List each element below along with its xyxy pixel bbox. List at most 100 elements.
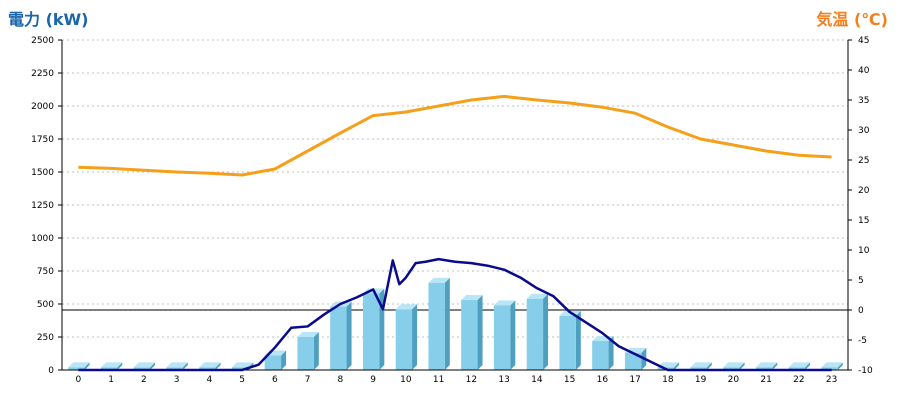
bar [68, 362, 90, 370]
bar-side [215, 362, 221, 370]
x-tick-label: 2 [141, 375, 147, 385]
x-tick-label: 12 [466, 375, 477, 385]
bar-side [477, 295, 483, 370]
bar [624, 347, 647, 370]
bar-front [100, 367, 118, 370]
x-tick-label: 20 [728, 375, 740, 385]
bar [166, 362, 188, 370]
bar-front [461, 300, 478, 370]
bar-front [690, 367, 707, 370]
x-tick-label: 8 [338, 375, 344, 385]
bar-side [117, 362, 123, 370]
temperature-line [78, 94, 832, 177]
left-tick-label: 1250 [31, 201, 54, 211]
x-tick-label: 19 [695, 375, 707, 385]
left-tick-label: 1750 [31, 135, 54, 145]
bar-top [821, 362, 843, 368]
bar [821, 362, 843, 370]
bar [690, 362, 712, 370]
bar-front [428, 282, 445, 370]
bar [297, 332, 319, 370]
x-tick-label: 11 [433, 375, 444, 385]
bar [559, 310, 581, 370]
bar-top [690, 362, 712, 368]
bar-front [592, 340, 609, 370]
bar-side [84, 362, 90, 370]
bar-front [493, 305, 511, 370]
bar-top [133, 362, 156, 368]
x-tick-label: 16 [597, 375, 609, 385]
right-axis-title: 気温 (℃) [816, 10, 888, 29]
bar-front [821, 367, 838, 370]
bar [493, 300, 516, 370]
right-tick-label: 45 [858, 36, 869, 46]
bar [133, 362, 156, 370]
bar-side [313, 332, 319, 370]
left-tick-label: 0 [48, 366, 54, 376]
x-tick-label: 9 [370, 375, 376, 385]
bar-side [706, 362, 712, 370]
bar-top [461, 295, 483, 301]
grid-lines [62, 39, 848, 338]
left-tick-label: 2000 [31, 102, 54, 112]
x-tick-label: 3 [174, 375, 180, 385]
bar-side [346, 301, 352, 370]
bar-front [362, 293, 380, 370]
left-tick-label: 250 [37, 333, 54, 343]
right-tick-label: 20 [858, 186, 870, 196]
bar-side [575, 310, 581, 370]
bar-top [526, 293, 549, 299]
bar-side [772, 362, 778, 370]
x-tick-label: 7 [305, 375, 311, 385]
bar-top [428, 277, 450, 283]
bar-top [297, 332, 319, 337]
power-line [78, 257, 832, 372]
right-tick-label: -10 [858, 366, 873, 376]
x-tick-label: 6 [272, 375, 278, 385]
bar-top [166, 362, 188, 368]
bar-front [297, 337, 314, 370]
x-tick-label: 17 [629, 375, 640, 385]
bar [362, 288, 385, 370]
left-tick-label: 500 [37, 300, 54, 310]
bar-side [837, 362, 843, 370]
bar-side [674, 362, 680, 370]
bar-front [264, 355, 282, 370]
left-tick-label: 750 [37, 267, 54, 277]
x-tick-label: 5 [239, 375, 245, 385]
bar-front [166, 367, 183, 370]
bar-side [444, 277, 450, 370]
x-tick-label: 13 [498, 375, 509, 385]
bar-top [395, 304, 418, 310]
bar [723, 362, 745, 370]
bar-front [330, 306, 347, 370]
bar-top [100, 362, 123, 368]
bar-side [608, 335, 614, 370]
left-axis-title: 電力 (kW) [8, 10, 89, 29]
bar-top [199, 362, 221, 368]
bar [330, 301, 352, 370]
x-tick-label: 0 [76, 375, 82, 385]
bar-top [788, 362, 811, 368]
x-tick-label: 1 [108, 375, 114, 385]
bar-side [510, 300, 516, 370]
bar-top [755, 362, 778, 368]
right-tick-label: 10 [858, 246, 870, 256]
bar [100, 362, 123, 370]
bar-front [755, 367, 773, 370]
bar-top [723, 362, 745, 368]
bar-front [199, 367, 216, 370]
x-tick-label: 15 [564, 375, 575, 385]
bar [526, 293, 549, 370]
left-tick-label: 1500 [31, 168, 54, 178]
x-tick-label: 14 [531, 375, 543, 385]
right-tick-label: -5 [858, 336, 867, 346]
x-tick-label: 21 [760, 375, 771, 385]
bar-front [788, 367, 806, 370]
bar-side [739, 362, 745, 370]
x-tick-label: 4 [207, 375, 213, 385]
bar [755, 362, 778, 370]
bar-front [624, 352, 642, 370]
bar [788, 362, 811, 370]
